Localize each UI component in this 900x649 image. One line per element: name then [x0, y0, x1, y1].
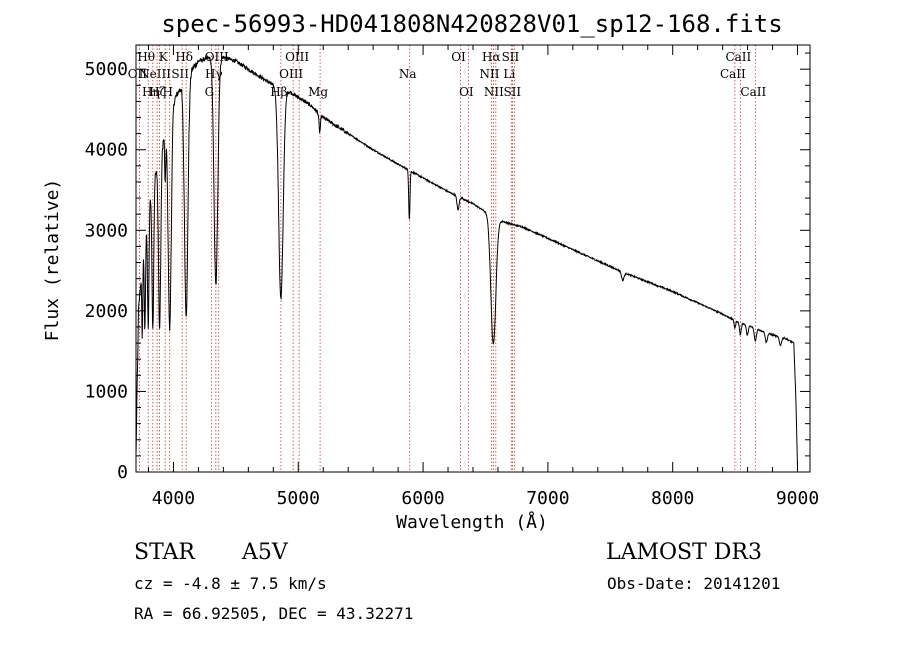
- x-tick-label: 9000: [776, 488, 819, 509]
- line-marker-label: OI: [451, 50, 466, 64]
- line-marker-label: OI: [459, 85, 474, 99]
- line-marker-label: Li: [503, 67, 515, 81]
- line-marker-label: Hγ: [205, 67, 223, 81]
- line-marker-label: Hα: [482, 50, 501, 64]
- line-marker-label: NeIII: [139, 67, 171, 81]
- line-marker-label: OII: [128, 67, 148, 81]
- line-marker-label: Hβ: [270, 85, 287, 99]
- y-tick-label: 1000: [85, 381, 128, 402]
- coordinates-text: RA = 66.92505, DEC = 43.32271: [134, 604, 414, 623]
- survey-name: LAMOST DR3: [606, 540, 762, 565]
- line-marker-label: K: [159, 50, 169, 64]
- spectrum-line: [135, 55, 798, 468]
- x-tick-label: 7000: [526, 488, 569, 509]
- x-axis-label: Wavelength (Å): [396, 511, 548, 533]
- line-marker-label: CaII: [720, 67, 746, 81]
- x-tick-label: 6000: [401, 488, 444, 509]
- line-marker-label: OIII: [279, 67, 303, 81]
- line-marker-label: Hζ: [149, 85, 166, 99]
- line-marker-label: H: [162, 85, 172, 99]
- subclass: A5V: [242, 540, 288, 565]
- line-marker-label: Hη: [142, 85, 160, 99]
- x-tick-label: 5000: [277, 488, 320, 509]
- line-marker-group: OII Hθ Hη NeIII Hζ K H SII Hδ G Hγ OIII Hβ OIII OIII Mg…: [128, 45, 766, 472]
- line-marker-label: G: [205, 85, 215, 99]
- y-tick-label: 0: [117, 462, 128, 483]
- y-axis-label: Flux (relative): [42, 179, 63, 342]
- line-marker-label: NII: [479, 67, 499, 81]
- line-marker-label: CaII: [725, 50, 751, 64]
- line-marker-label: CaII: [740, 85, 766, 99]
- line-marker-label: Hθ: [137, 50, 155, 64]
- x-tick-label: 4000: [152, 488, 195, 509]
- redshift-text: cz = -4.8 ± 7.5 km/s: [134, 574, 327, 593]
- line-marker-label: SII: [171, 67, 189, 81]
- object-class: STAR: [134, 540, 195, 565]
- plot-frame: [135, 44, 811, 473]
- line-marker-label: OIII: [205, 50, 229, 64]
- y-tick-label: 4000: [85, 140, 128, 161]
- line-marker-label: SII: [502, 50, 520, 64]
- x-tick-label: 8000: [651, 488, 694, 509]
- line-marker-label: NII: [484, 85, 504, 99]
- y-tick-label: 3000: [85, 220, 128, 241]
- obs-date-text: Obs-Date: 20141201: [607, 574, 781, 593]
- line-marker-label: Hδ: [175, 50, 193, 64]
- chart-title: spec-56993-HD041808N420828V01_sp12-168.f…: [161, 10, 782, 38]
- y-tick-label: 5000: [85, 59, 128, 80]
- line-marker-label: OIII: [285, 50, 309, 64]
- line-marker-label: Mg: [308, 85, 328, 99]
- y-axis-ticks: 0 1000 2000 3000 4000 5000: [85, 52, 810, 483]
- y-tick-label: 2000: [85, 301, 128, 322]
- x-axis-ticks: 4000 5000 6000 7000 8000 9000: [147, 45, 819, 509]
- line-marker-label: SII: [503, 85, 521, 99]
- line-marker-label: Na: [399, 67, 417, 81]
